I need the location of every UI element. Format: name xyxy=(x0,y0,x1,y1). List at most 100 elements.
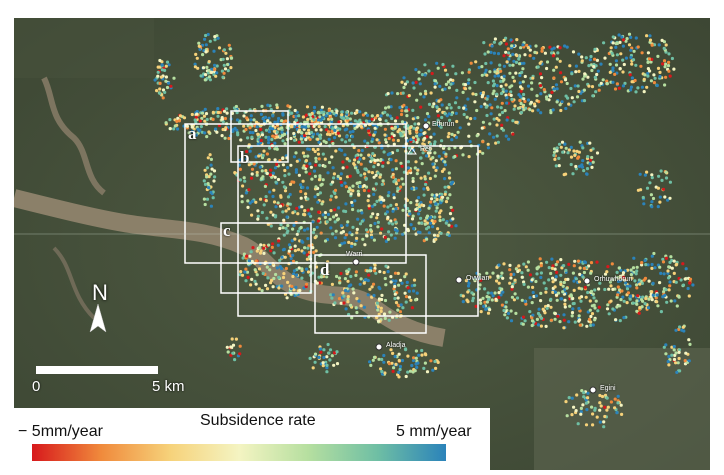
insar-point xyxy=(427,231,431,235)
insar-point xyxy=(636,294,640,298)
insar-point xyxy=(259,138,263,143)
insar-point xyxy=(378,175,382,179)
insar-point xyxy=(337,206,341,210)
insar-point xyxy=(374,182,378,186)
insar-point xyxy=(415,98,419,102)
insar-point xyxy=(619,403,623,407)
insar-point xyxy=(391,222,395,226)
insar-point xyxy=(247,163,251,167)
insar-point xyxy=(393,236,397,240)
insar-point xyxy=(330,354,334,358)
insar-point xyxy=(591,323,595,327)
insar-point xyxy=(528,54,532,58)
insar-point xyxy=(502,74,506,78)
insar-point xyxy=(241,184,245,188)
insar-point xyxy=(534,294,539,298)
insar-point xyxy=(528,296,532,300)
insar-point xyxy=(667,265,671,269)
insar-point xyxy=(427,69,431,73)
insar-point xyxy=(589,54,593,59)
insar-point xyxy=(511,119,515,123)
insar-point xyxy=(625,301,629,305)
insar-point xyxy=(455,88,459,92)
insar-point xyxy=(616,285,620,289)
insar-point xyxy=(280,130,284,134)
insar-point xyxy=(226,350,230,354)
insar-point xyxy=(400,164,404,168)
insar-point xyxy=(268,146,272,150)
insar-point xyxy=(423,352,427,356)
insar-point xyxy=(495,123,499,127)
insar-point xyxy=(521,80,525,84)
insar-point xyxy=(451,217,455,221)
insar-point xyxy=(518,94,522,99)
insar-point xyxy=(589,289,594,293)
insar-point xyxy=(337,120,341,124)
insar-point xyxy=(533,50,537,55)
insar-point xyxy=(399,131,403,135)
insar-point xyxy=(475,108,479,113)
insar-point xyxy=(502,308,506,313)
insar-point xyxy=(309,130,314,135)
insar-point xyxy=(404,105,408,110)
insar-point xyxy=(376,225,380,229)
insar-point xyxy=(300,276,304,280)
insar-point xyxy=(343,236,347,240)
insar-point xyxy=(351,207,355,212)
insar-point xyxy=(391,175,395,179)
insar-point xyxy=(256,214,260,218)
insar-point xyxy=(319,350,323,354)
insar-point xyxy=(626,268,630,272)
insar-point xyxy=(621,271,626,275)
insar-point xyxy=(262,149,266,153)
insar-point xyxy=(650,176,654,180)
insar-point xyxy=(526,285,531,289)
insar-point xyxy=(586,396,590,400)
insar-point xyxy=(548,94,553,98)
river xyxy=(14,189,446,347)
insar-point xyxy=(427,102,432,106)
insar-point xyxy=(622,299,626,303)
insar-point xyxy=(636,45,640,49)
insar-point xyxy=(589,148,593,152)
insar-point xyxy=(595,72,599,77)
insar-point xyxy=(316,111,320,115)
insar-point xyxy=(615,82,620,86)
insar-point xyxy=(504,93,508,97)
insar-point xyxy=(668,284,672,288)
insar-point xyxy=(626,291,631,295)
insar-point xyxy=(656,304,660,308)
insar-point xyxy=(382,270,386,275)
insar-point xyxy=(350,244,354,248)
insar-point xyxy=(430,197,434,201)
insar-point xyxy=(392,196,396,200)
insar-point xyxy=(591,423,595,427)
insar-point xyxy=(670,266,674,270)
insar-point xyxy=(632,256,636,260)
insar-point xyxy=(568,64,572,68)
insar-point xyxy=(222,71,226,75)
insar-point xyxy=(328,133,332,137)
insar-point xyxy=(650,262,654,267)
insar-point xyxy=(642,202,646,206)
insar-point xyxy=(485,113,489,118)
insar-point xyxy=(461,294,465,298)
insar-point xyxy=(522,280,526,284)
insar-point xyxy=(390,116,394,121)
insar-point xyxy=(576,84,580,88)
insar-point xyxy=(508,281,512,285)
insar-point xyxy=(473,100,477,104)
insar-point xyxy=(339,180,343,184)
insar-point xyxy=(672,348,676,352)
insar-point xyxy=(220,134,224,138)
insar-point xyxy=(493,97,497,101)
insar-point xyxy=(484,61,488,66)
insar-point xyxy=(502,64,506,68)
insar-point xyxy=(207,175,211,179)
insar-point xyxy=(454,111,458,115)
insar-point xyxy=(423,136,427,140)
insar-point xyxy=(335,362,340,366)
insar-point xyxy=(303,228,307,232)
insar-point xyxy=(330,129,334,133)
insar-point xyxy=(409,223,413,227)
